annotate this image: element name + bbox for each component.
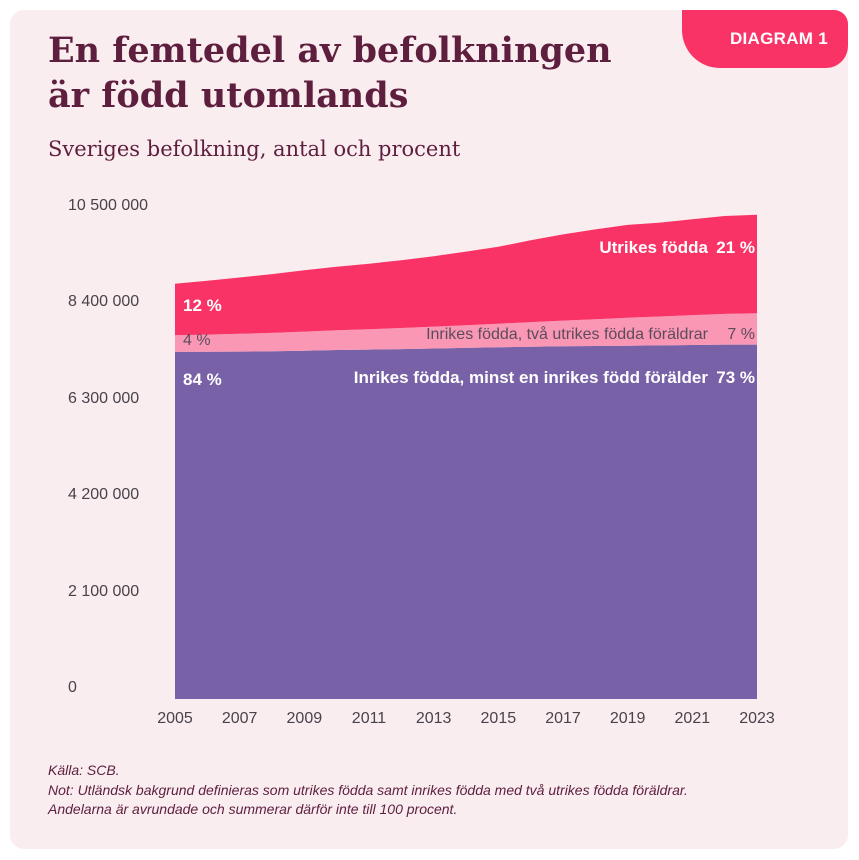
x-axis-tick-label: 2019 [609, 710, 646, 727]
label-inrikes-end-pct: 73 % [716, 368, 755, 387]
stacked-area-plot [175, 214, 757, 699]
chart-subtitle: Sveriges befolkning, antal och procent [48, 137, 461, 161]
rounding-note: Andelarna är avrundade och summerar därf… [48, 801, 458, 817]
y-axis-tick-label: 10 500 000 [68, 197, 149, 214]
x-axis-tick-label: 2023 [739, 710, 775, 727]
label-tva-foraldrar-end-pct: 7 % [727, 326, 755, 343]
diagram-badge-label: DIAGRAM 1 [729, 29, 829, 48]
series-label-utrikes-fodda: Utrikes födda [599, 238, 708, 257]
x-axis-tick-label: 2007 [221, 710, 258, 727]
series-label-inrikes-fodda: Inrikes födda, minst en inrikes född för… [353, 368, 708, 387]
label-tva-foraldrar-start-pct: 4 % [183, 332, 211, 349]
x-axis-tick-label: 2005 [157, 710, 193, 727]
definition-note: Not: Utländsk bakgrund definieras som ut… [48, 781, 688, 798]
page-title-line2: är född utomlands [48, 75, 409, 116]
y-axis-tick-label: 6 300 000 [68, 389, 140, 407]
y-axis-tick-label: 0 [68, 679, 77, 696]
page-title-line1: En femtedel av befolkningen [48, 30, 612, 71]
y-axis-tick-label: 4 200 000 [68, 486, 140, 504]
diagram-badge: DIAGRAM 1 [682, 10, 848, 68]
x-axis-tick-label: 2013 [415, 710, 452, 727]
footer-notes: Källa: SCB. Not: Utländsk bakgrund defin… [48, 761, 688, 820]
x-axis-tick-label: 2011 [351, 710, 387, 727]
series-label-tva-foraldrar: Inrikes födda, två utrikes födda föräldr… [426, 326, 708, 343]
page-title: En femtedel av befolkningen är född utoml… [48, 28, 612, 118]
label-utrikes-end-pct: 21 % [716, 238, 755, 257]
infographic-card: DIAGRAM 1 En femtedel av befolkningen är … [10, 10, 848, 849]
area-inrikes-fodda-minst-en-inrikes-forald [175, 344, 757, 699]
x-axis-tick-label: 2021 [674, 710, 711, 727]
y-axis-tick-label: 8 400 000 [68, 293, 140, 311]
x-axis-tick-label: 2015 [480, 710, 517, 727]
y-axis-tick-label: 2 100 000 [68, 582, 140, 600]
area-utrikes-fodda [175, 214, 757, 336]
x-axis-tick-label: 2017 [545, 710, 581, 727]
area-inrikes-fodda-tva-utrikes-foraldrar [175, 313, 757, 352]
label-inrikes-start-pct: 84 % [183, 370, 222, 389]
source-note: Källa: SCB. [48, 762, 120, 778]
x-axis-tick-label: 2009 [286, 710, 323, 727]
label-utrikes-start-pct: 12 % [183, 296, 222, 315]
